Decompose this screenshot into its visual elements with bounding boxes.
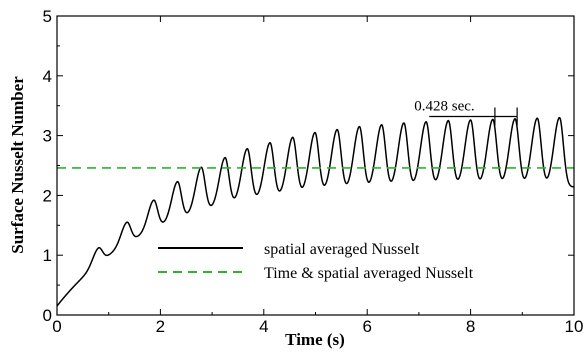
y-tick-label: 4 bbox=[43, 67, 52, 86]
x-tick-label: 8 bbox=[466, 317, 475, 336]
x-tick-label: 10 bbox=[565, 317, 584, 336]
annotation: 0.428 sec. bbox=[414, 98, 518, 126]
plot-frame bbox=[56, 15, 575, 316]
x-tick-label: 0 bbox=[52, 317, 61, 336]
ticks: 0 2 4 6 8 10 0 1 2 3 4 5 bbox=[43, 7, 584, 336]
series-line-spatial-averaged bbox=[56, 116, 575, 307]
legend: spatial averaged Nusselt Time & spatial … bbox=[158, 241, 474, 282]
y-tick-label: 3 bbox=[43, 127, 52, 146]
annotation-label: 0.428 sec. bbox=[414, 98, 474, 114]
x-axis-title: Time (s) bbox=[285, 330, 345, 349]
y-tick-label: 0 bbox=[43, 306, 52, 325]
legend-label-spatial: spatial averaged Nusselt bbox=[264, 241, 420, 258]
x-tick-label: 2 bbox=[156, 317, 165, 336]
y-tick-label: 5 bbox=[43, 7, 52, 26]
x-tick-label: 6 bbox=[362, 317, 371, 336]
y-axis-title: Surface Nusselt Number bbox=[8, 76, 27, 254]
x-tick-label: 4 bbox=[259, 317, 268, 336]
legend-label-time-spatial: Time & spatial averaged Nusselt bbox=[264, 265, 474, 282]
series-lines bbox=[56, 116, 575, 307]
y-tick-label: 2 bbox=[43, 186, 52, 205]
y-tick-label: 1 bbox=[43, 246, 52, 265]
